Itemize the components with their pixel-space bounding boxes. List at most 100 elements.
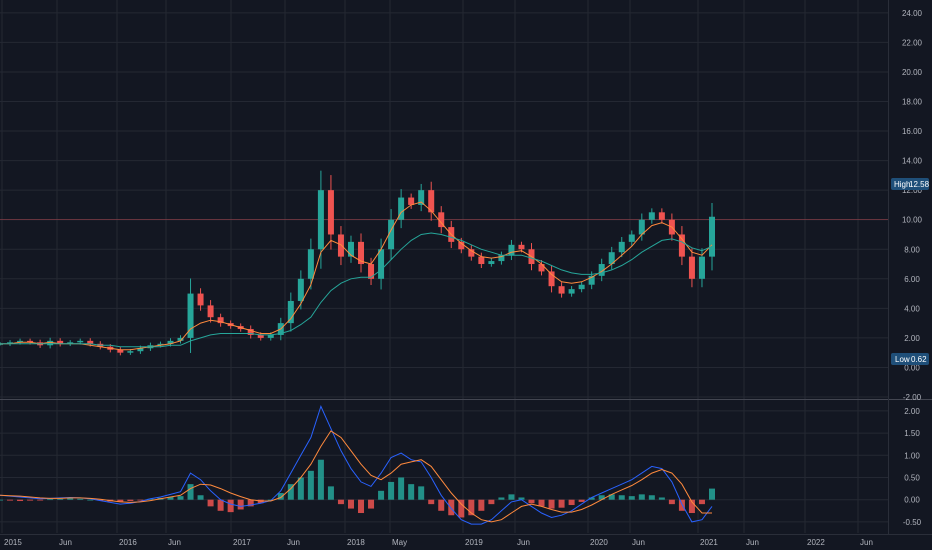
x-tick-label[interactable]: Jun	[59, 538, 72, 547]
candle-body[interactable]	[618, 241, 625, 253]
macd-line[interactable]	[0, 405, 713, 525]
price-tick-label[interactable]: 12.00	[902, 186, 923, 195]
price-pane[interactable]	[0, 170, 888, 356]
price-tick-label[interactable]: 24.00	[902, 9, 923, 18]
x-tick-label[interactable]: 2020	[590, 538, 608, 547]
candle-body[interactable]	[217, 317, 224, 324]
candle-body[interactable]	[428, 190, 435, 213]
candle-body[interactable]	[157, 343, 164, 346]
indicator-tick-label[interactable]: -0.50	[903, 518, 922, 527]
candle-body[interactable]	[297, 278, 304, 301]
histogram-bar[interactable]	[388, 481, 395, 500]
histogram-bar[interactable]	[668, 499, 675, 505]
histogram-bar[interactable]	[287, 484, 294, 500]
x-tick-label[interactable]: Jun	[746, 538, 759, 547]
histogram-bar[interactable]	[608, 494, 615, 500]
candle-body[interactable]	[418, 190, 425, 205]
price-tick-label[interactable]: 14.00	[902, 157, 923, 166]
histogram-bar[interactable]	[177, 496, 184, 500]
histogram-bar[interactable]	[698, 499, 705, 505]
histogram-bar[interactable]	[17, 499, 24, 502]
candle-body[interactable]	[648, 212, 655, 220]
histogram-bar[interactable]	[658, 497, 665, 500]
histogram-bar[interactable]	[518, 497, 525, 500]
price-tick-label[interactable]: 4.00	[904, 304, 920, 313]
candle-body[interactable]	[307, 249, 314, 279]
candle-body[interactable]	[678, 234, 685, 257]
histogram-bar[interactable]	[337, 499, 344, 505]
candle-body[interactable]	[468, 249, 475, 257]
x-tick-label[interactable]: Jun	[632, 538, 645, 547]
x-tick-label[interactable]: 2019	[465, 538, 483, 547]
candle-body[interactable]	[207, 305, 214, 318]
price-tick-label[interactable]: 2.00	[904, 334, 920, 343]
candle-body[interactable]	[558, 286, 565, 294]
histogram-bar[interactable]	[57, 498, 64, 500]
candle-body[interactable]	[709, 216, 715, 257]
histogram-bar[interactable]	[137, 499, 144, 501]
histogram-bar[interactable]	[0, 499, 3, 501]
histogram-bar[interactable]	[568, 499, 575, 506]
candle-body[interactable]	[698, 256, 705, 279]
histogram-bar[interactable]	[237, 499, 244, 510]
histogram-bar[interactable]	[167, 497, 174, 500]
histogram-bar[interactable]	[448, 499, 455, 516]
histogram-bar[interactable]	[678, 499, 685, 511]
candle-body[interactable]	[438, 212, 445, 228]
candle-body[interactable]	[628, 234, 635, 242]
histogram-bar[interactable]	[418, 486, 425, 500]
x-tick-label[interactable]: 2021	[700, 538, 718, 547]
candle-body[interactable]	[137, 348, 144, 352]
price-tick-label[interactable]: 20.00	[902, 68, 923, 77]
histogram-bar[interactable]	[7, 499, 14, 501]
histogram-bar[interactable]	[317, 459, 324, 500]
histogram-bar[interactable]	[428, 499, 435, 505]
candle-body[interactable]	[197, 293, 204, 306]
x-tick-label[interactable]: 2015	[4, 538, 22, 547]
histogram-bar[interactable]	[327, 486, 334, 500]
candle-body[interactable]	[458, 241, 465, 250]
candle-body[interactable]	[327, 190, 334, 235]
histogram-bar[interactable]	[307, 470, 314, 500]
histogram-bar[interactable]	[528, 499, 535, 504]
candle-body[interactable]	[57, 340, 64, 344]
price-tick-label[interactable]: 0.00	[904, 363, 920, 372]
candle-body[interactable]	[17, 340, 24, 343]
candle-body[interactable]	[187, 293, 194, 338]
histogram-bar[interactable]	[117, 499, 124, 502]
histogram-bar[interactable]	[207, 499, 214, 507]
candle-body[interactable]	[267, 334, 274, 338]
candle-body[interactable]	[608, 252, 615, 265]
candle-body[interactable]	[388, 219, 395, 250]
candle-body[interactable]	[588, 275, 595, 285]
histogram-bar[interactable]	[378, 490, 385, 500]
price-tick-label[interactable]: 10.00	[902, 216, 923, 225]
histogram-bar[interactable]	[197, 495, 204, 500]
x-tick-label[interactable]: Jun	[287, 538, 300, 547]
x-tick-label[interactable]: 2016	[119, 538, 137, 547]
histogram-bar[interactable]	[87, 499, 94, 501]
moving-average-fast-line[interactable]	[0, 201, 713, 351]
histogram-bar[interactable]	[77, 498, 84, 500]
price-tick-label[interactable]: 18.00	[902, 98, 923, 107]
time-axis[interactable]: 2015 Jun 2016 Jun 2017 Jun 2018 May 2019 Jun 2020 J…	[4, 538, 873, 547]
x-tick-label[interactable]: Jun	[860, 538, 873, 547]
candle-body[interactable]	[488, 261, 495, 265]
candle-body[interactable]	[347, 241, 354, 257]
x-tick-label[interactable]: Jun	[168, 538, 181, 547]
price-tick-label[interactable]: 22.00	[902, 38, 923, 47]
histogram-bar[interactable]	[688, 499, 695, 514]
histogram-bar[interactable]	[408, 484, 415, 500]
candle-body[interactable]	[317, 190, 324, 250]
histogram-bar[interactable]	[398, 477, 405, 500]
price-tick-label[interactable]: 6.00	[904, 275, 920, 284]
candle-body[interactable]	[518, 244, 525, 250]
candle-body[interactable]	[247, 329, 254, 335]
candle-body[interactable]	[638, 219, 645, 235]
price-tick-label[interactable]: 16.00	[902, 127, 923, 136]
candle-body[interactable]	[47, 340, 54, 346]
candle-body[interactable]	[77, 340, 84, 343]
histogram-bar[interactable]	[297, 477, 304, 500]
candle-body[interactable]	[87, 340, 94, 344]
